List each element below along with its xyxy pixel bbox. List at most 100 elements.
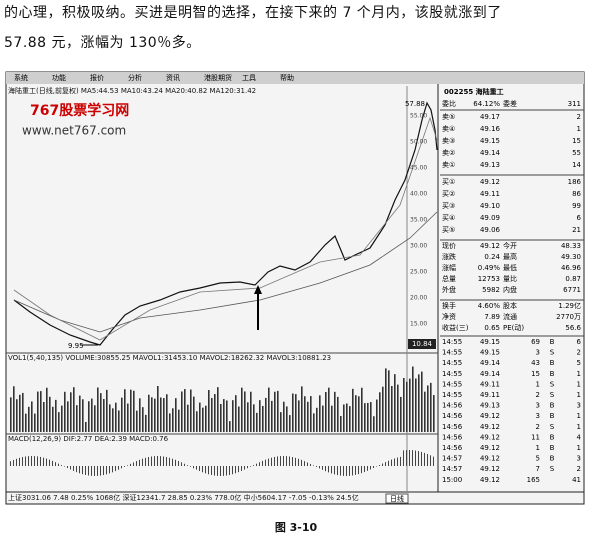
quote-label: 股本 [503,301,517,310]
high-label: 57.88 [405,100,425,108]
volume-bar [352,388,354,432]
tick-price: 49.12 [480,412,500,420]
tick-count: 41 [572,476,581,484]
volume-bar [232,400,234,432]
y-axis-label: 15.00 [410,321,427,328]
menu-item[interactable]: 资讯 [166,73,180,82]
volume-bar [265,397,267,432]
macd-bar [202,466,203,473]
menu-item[interactable]: 系统 [14,73,28,82]
macd-bar [337,466,338,476]
volume-bar [382,386,384,432]
volume-bar [376,399,378,432]
volume-bar [37,391,39,432]
menu-item[interactable]: 港股期货 [204,73,232,82]
tick-count: 1 [577,370,581,378]
menu-item[interactable]: 功能 [52,73,66,82]
macd-bar [361,466,362,474]
volume-bar [181,391,183,432]
macd-bar [256,463,257,466]
quote-label: 委差 [503,99,517,108]
tick-volume: 5 [536,455,540,463]
volume-bar [277,390,279,432]
order-volume: 15 [572,137,581,145]
volume-bar [202,407,204,432]
volume-bar [340,415,342,432]
volume-bar [331,405,333,432]
volume-bar [358,396,360,432]
macd-bar [247,466,248,469]
tick-volume: 43 [531,359,540,367]
tick-volume: 1 [536,444,540,452]
tab-label[interactable]: 日线 [390,494,404,503]
volume-bar [295,394,297,432]
macd-bar [193,466,194,469]
y-axis-label: 50.00 [410,139,427,146]
menu-item[interactable]: 帮助 [280,73,294,82]
y-axis-label: 55.00 [410,113,427,120]
y-axis-label: 45.00 [410,165,427,172]
menu-item[interactable]: 报价 [90,73,104,82]
macd-bar [367,466,368,471]
tick-count: 2 [577,349,581,357]
menu-item[interactable]: 分析 [128,73,142,82]
volume-bar [226,400,228,432]
macd-bar [145,457,146,466]
macd-bar [160,456,161,466]
volume-bar [70,392,72,432]
order-volume: 55 [572,149,581,157]
order-level: 买④ [442,214,455,222]
volume-bar [433,395,435,432]
macd-bar [115,466,116,472]
volume-bar [217,387,219,432]
tab[interactable] [385,493,409,504]
volume-bar [262,405,264,432]
macd-bar [46,458,47,466]
order-price: 49.09 [480,214,500,222]
macd-bar [343,466,344,476]
macd-bar [70,466,71,470]
macd-bar [211,466,212,476]
tick-count: 3 [577,455,581,463]
macd-bar [94,466,95,476]
macd-bar [226,466,227,476]
macd-bar [394,458,395,466]
macd-bar [412,450,413,466]
volume-bar [361,387,363,432]
macd-bar [229,466,230,475]
volume-bar [94,405,96,432]
volume-bar [259,400,261,432]
macd-bar [76,466,77,473]
macd-bar [403,450,404,466]
quote-value: 311 [568,100,581,108]
macd-bar [316,466,317,467]
order-level: 卖④ [442,125,455,133]
tick-price: 49.11 [480,391,500,399]
macd-bar [31,456,32,466]
tick-price: 49.12 [480,423,500,431]
macd-bar [169,457,170,466]
macd-bar [124,466,125,467]
tick-count: 1 [577,423,581,431]
order-price: 49.06 [480,226,501,234]
macd-bar [103,466,104,476]
volume-bar [160,397,162,432]
tick-volume: 69 [531,338,540,346]
quote-value: 0.49% [478,264,501,272]
tick-price: 49.12 [480,476,500,484]
macd-bar [292,457,293,466]
volume-bar [40,391,42,432]
volume-bar [19,394,21,432]
volume-bar [175,398,177,432]
menu-item[interactable]: 工具 [242,74,256,82]
tick-side: B [550,370,555,378]
volume-bar [133,390,135,432]
tick-price: 49.12 [480,444,500,452]
volume-bar [13,386,15,432]
volume-bar [163,398,165,432]
quote-label: PE(动) [503,323,524,332]
macd-bar [139,459,140,466]
macd-bar [346,466,347,476]
macd-bar [400,456,401,466]
volume-bar [55,399,57,432]
